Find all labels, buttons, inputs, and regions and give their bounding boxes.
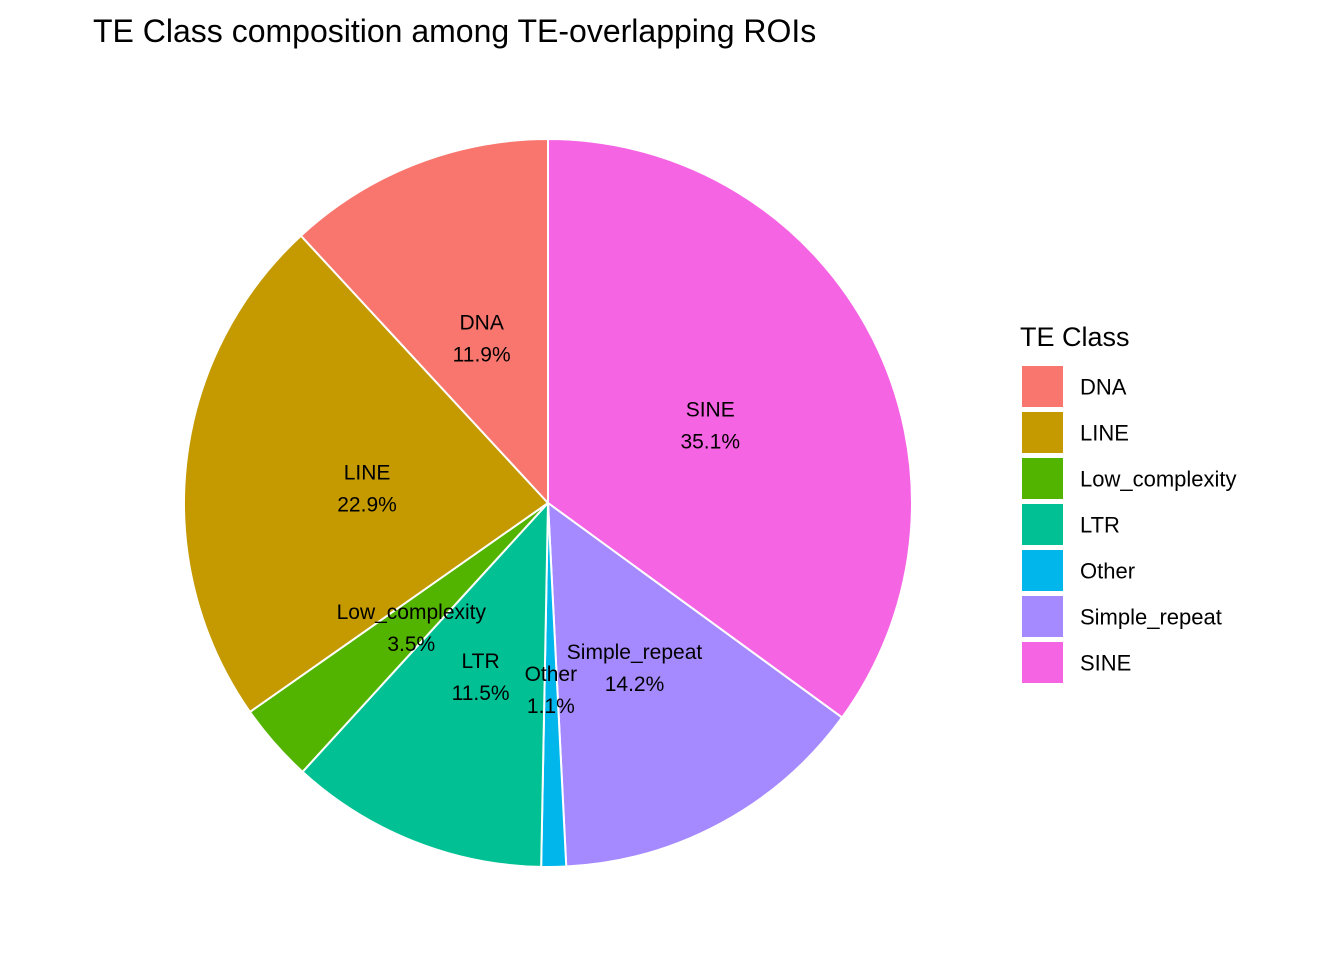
legend-label-simple-repeat: Simple_repeat (1080, 605, 1222, 630)
pie-slice-dna (299, 137, 549, 506)
legend-swatch-sine (1022, 642, 1063, 683)
legend-swatch-dna (1022, 366, 1063, 407)
legend-label-ltr: LTR (1080, 513, 1120, 538)
legend-swatch-simple-repeat (1022, 596, 1063, 637)
pie-slice-line (183, 234, 550, 714)
pie-slice-simple-repeat (546, 500, 844, 868)
pie-slices (183, 137, 913, 868)
legend-label-sine: SINE (1080, 651, 1131, 676)
slice-label-simple-repeat: Simple_repeat 14.2% (567, 641, 703, 696)
legend-items: DNA LINE Low_complexity LTR Other Simple_repe… (1022, 366, 1237, 683)
slice-label-dna: DNA 11.9% (453, 312, 511, 367)
legend-label-line: LINE (1080, 421, 1129, 446)
legend-swatch-ltr (1022, 504, 1063, 545)
slice-label-other: Other 1.1% (525, 663, 578, 718)
legend-swatch-line (1022, 412, 1063, 453)
slice-label-ltr: LTR 11.5% (452, 650, 510, 705)
legend: TE Class DNA LINE Low_complexity LTR Other Si… (1020, 322, 1237, 683)
pie-slice-ltr (301, 500, 550, 868)
slice-label-sine: SINE 35.1% (680, 399, 740, 454)
legend-swatch-other (1022, 550, 1063, 591)
slice-label-line: LINE 22.9% (337, 462, 397, 517)
legend-label-other: Other (1080, 559, 1135, 584)
pie-slice-sine (547, 137, 913, 719)
pie-slice-labels: SINE 35.1% Simple_repeat 14.2%Other 1.1% LTR 1… (337, 312, 740, 718)
legend-title: TE Class (1020, 322, 1130, 352)
chart-title: TE Class composition among TE-overlappin… (93, 13, 816, 49)
legend-label-dna: DNA (1080, 375, 1127, 400)
legend-swatch-low-complexity (1022, 458, 1063, 499)
legend-label-low-complexity: Low_complexity (1080, 467, 1237, 492)
slice-label-low-complexity: Low_complexity 3.5% (337, 601, 487, 656)
